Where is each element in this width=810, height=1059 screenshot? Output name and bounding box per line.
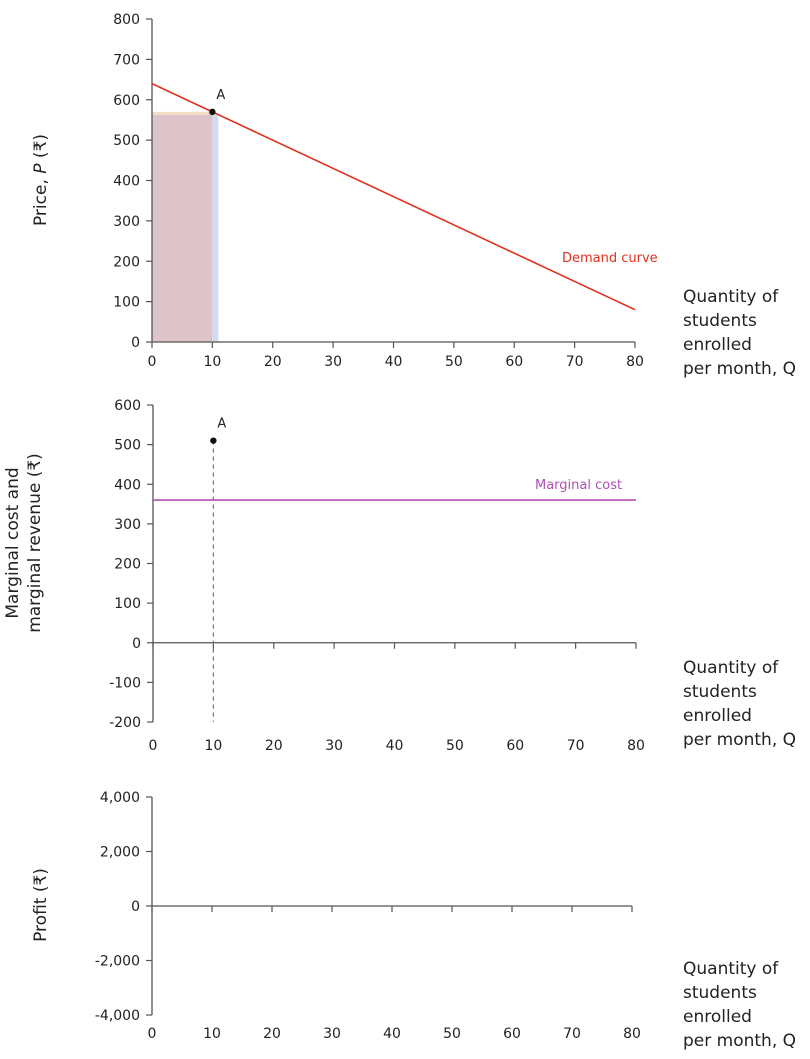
y-axis-label-part: (₹) [31, 134, 51, 163]
x-tick-label: 70 [566, 354, 584, 370]
x-tick-label: 30 [324, 354, 342, 370]
y-axis-label: Marginal cost and marginal revenue (₹) [3, 453, 45, 633]
x-axis-label-line: Quantity of [683, 959, 779, 979]
point-a [209, 108, 216, 116]
x-tick-label: 50 [443, 1026, 461, 1042]
x-axis-label-line: Quantity of [683, 287, 779, 307]
x-axis-label-line: per month, Q [683, 1031, 796, 1051]
y-axis-label-part: Price, [31, 174, 51, 226]
panel-1: 0 100 200 300 400 500 600 700 800 0 10 20 30 40 50 60 70… [31, 12, 796, 379]
y-tick-label: -200 [109, 715, 141, 731]
x-tick-label: 70 [563, 1026, 581, 1042]
y-tick-label: 0 [131, 899, 140, 915]
x-tick-label: 50 [445, 354, 463, 370]
y-axis-label-line: Marginal cost and [3, 467, 23, 618]
x-axis-label-line: enrolled [683, 1007, 752, 1027]
x-axis-label-line: students [683, 311, 757, 331]
x-tick-label: 80 [627, 738, 645, 754]
x-tick-label: 70 [567, 738, 585, 754]
x-axis-label-line: per month, Q [683, 730, 796, 750]
x-axis-label: Quantity of students enrolled per month, Q [683, 287, 796, 379]
y-axis-label-part: P [31, 163, 51, 174]
y-tick-label: -100 [109, 675, 141, 691]
y-axis-label: Price, P (₹) [31, 134, 51, 226]
panel-2: -200 -100 0 100 200 300 400 500 600 0 10 20 30 40 50 60… [3, 398, 796, 754]
x-axis-label-line: per month, Q [683, 359, 796, 379]
x-axis-label: Quantity of students enrolled per month, Q [683, 658, 796, 750]
x-tick-label: 50 [446, 738, 464, 754]
x-axis-label-line: students [683, 983, 757, 1003]
marginal-cost-label: Marginal cost [535, 478, 622, 493]
y-tick-label: 100 [113, 295, 140, 311]
x-tick-label: 20 [263, 1026, 281, 1042]
x-tick-label: 80 [623, 1026, 641, 1042]
x-tick-label: 60 [503, 1026, 521, 1042]
x-axis-label: Quantity of students enrolled per month, Q [683, 959, 796, 1051]
y-tick-label: 300 [113, 214, 140, 230]
x-tick-label: 0 [148, 354, 157, 370]
y-tick-label: -4,000 [95, 1008, 140, 1024]
y-tick-label: 0 [131, 335, 140, 351]
y-tick-label: 0 [132, 636, 141, 652]
x-tick-label: 80 [626, 354, 644, 370]
y-tick-label: -2,000 [95, 954, 140, 970]
x-tick-label: 10 [203, 1026, 221, 1042]
x-axis-label-line: enrolled [683, 335, 752, 355]
y-tick-label: 600 [114, 398, 141, 414]
x-axis-label-line: students [683, 682, 757, 702]
y-tick-label: 300 [114, 517, 141, 533]
point-a [210, 437, 217, 444]
panel-3: -4,000 -2,000 0 2,000 4,000 0 10 20 30 40 50 60 70 80… [31, 790, 796, 1051]
x-tick-label: 30 [323, 1026, 341, 1042]
x-tick-label: 20 [264, 354, 282, 370]
x-tick-label: 30 [325, 738, 343, 754]
y-tick-label: 500 [113, 133, 140, 149]
x-tick-label: 40 [383, 1026, 401, 1042]
x-tick-label: 10 [203, 354, 221, 370]
x-tick-label: 60 [506, 738, 524, 754]
y-tick-label: 400 [113, 174, 140, 190]
x-tick-label: 60 [505, 354, 523, 370]
y-tick-label: 800 [113, 12, 140, 28]
y-tick-label: 600 [113, 93, 140, 109]
y-axis-label: Profit (₹) [31, 868, 51, 942]
x-tick-label: 0 [149, 738, 158, 754]
y-tick-label: 4,000 [100, 790, 140, 806]
x-tick-label: 0 [148, 1026, 157, 1042]
x-axis-label-line: Quantity of [683, 658, 779, 678]
demand-curve [151, 82, 636, 311]
y-tick-label: 500 [114, 438, 141, 454]
x-tick-label: 20 [265, 738, 283, 754]
point-a-label: A [217, 417, 226, 432]
x-tick-label: 40 [386, 738, 404, 754]
x-tick-label: 10 [204, 738, 222, 754]
shaded-revenue-gained [212, 114, 219, 342]
x-tick-label: 40 [385, 354, 403, 370]
y-tick-label: 100 [114, 596, 141, 612]
y-axis-label-line: marginal revenue (₹) [25, 453, 45, 633]
y-tick-label: 200 [114, 557, 141, 573]
shaded-revenue-lost [152, 111, 213, 115]
y-tick-label: 200 [113, 254, 140, 270]
shaded-revenue-common [152, 114, 213, 342]
demand-curve-label: Demand curve [562, 251, 658, 266]
point-a-label: A [216, 88, 225, 103]
y-tick-label: 700 [113, 52, 140, 68]
y-tick-label: 2,000 [100, 845, 140, 861]
x-axis-label-line: enrolled [683, 706, 752, 726]
y-tick-label: 400 [114, 477, 141, 493]
